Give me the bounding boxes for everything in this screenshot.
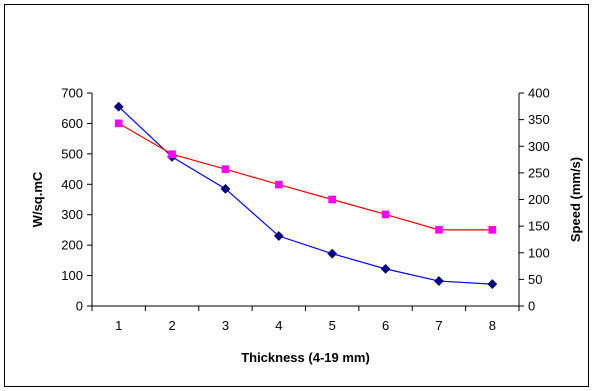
series-1-point (487, 279, 498, 289)
series-1-point (380, 263, 391, 274)
left-y-tick-label: 300 (61, 207, 83, 222)
x-tick-label: 7 (435, 318, 442, 333)
chart-frame (4, 4, 589, 387)
right-y-tick-label: 350 (528, 112, 550, 127)
series-1-point (273, 231, 284, 241)
series-2-point (221, 165, 230, 173)
x-tick-label: 8 (489, 318, 496, 333)
right-y-tick-label: 400 (528, 86, 550, 101)
series-2-point (328, 195, 336, 204)
left-y-tick-label: 200 (61, 238, 83, 253)
series-1-point (113, 101, 124, 112)
right-y-tick-label: 50 (528, 272, 542, 287)
x-tick-label: 2 (168, 318, 175, 333)
right-y-axis-title: Speed (mm/s) (568, 157, 583, 242)
left-y-tick-label: 700 (61, 86, 83, 101)
left-y-axis-title: W/sq.mC (30, 171, 45, 227)
series-2-point (168, 150, 176, 159)
right-axis-ticks: 0 50 100 150 200 250 300 350 400 (519, 86, 550, 314)
axes (91, 93, 520, 307)
x-tick-label: 1 (115, 318, 122, 333)
series-2-point (275, 180, 283, 189)
right-y-tick-label: 100 (528, 245, 550, 260)
left-axis-ticks: 0 100 200 300 400 500 600 700 (61, 86, 92, 314)
left-y-tick-label: 600 (61, 116, 83, 131)
left-y-tick-label: 0 (76, 299, 83, 314)
series-2-point (114, 119, 123, 128)
left-y-tick-label: 400 (61, 177, 83, 192)
x-tick-label: 4 (275, 318, 282, 333)
x-tick-label: 5 (329, 318, 336, 333)
left-y-tick-label: 500 (61, 146, 83, 161)
series-2-point (488, 226, 497, 234)
right-y-tick-label: 150 (528, 219, 550, 234)
series-1-point (327, 248, 338, 259)
right-y-tick-label: 200 (528, 192, 550, 207)
right-y-tick-label: 0 (528, 299, 535, 314)
series-2-point (381, 210, 390, 219)
series-1-line (118, 106, 493, 285)
series-2-point (435, 226, 443, 234)
series-1-point (220, 183, 231, 194)
right-y-tick-label: 250 (528, 165, 550, 180)
x-tick-label: 3 (222, 318, 229, 333)
series-layer (113, 101, 498, 289)
series-1-point (434, 276, 444, 286)
x-tick-label: 6 (382, 318, 389, 333)
left-y-tick-label: 100 (61, 268, 83, 283)
x-axis-ticks: 1 2 3 4 5 6 7 8 (91, 306, 520, 333)
right-y-tick-label: 300 (528, 139, 550, 154)
series-2-line (118, 122, 493, 231)
x-axis-title: Thickness (4-19 mm) (241, 350, 370, 365)
